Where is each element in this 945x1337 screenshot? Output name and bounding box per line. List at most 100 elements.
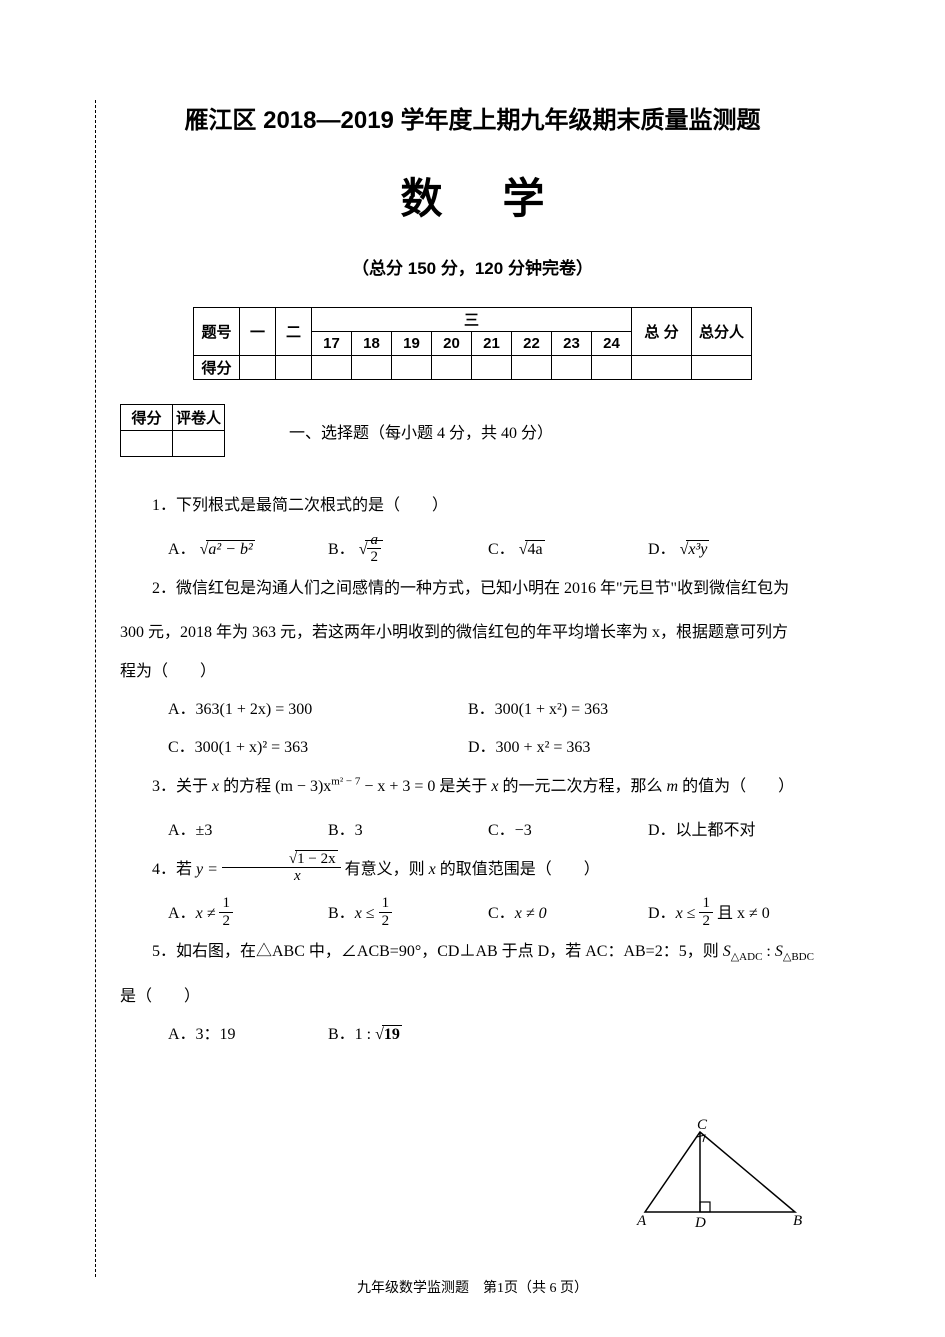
var-s: S (723, 943, 731, 960)
opt-label: B．1 : (328, 1026, 371, 1043)
math-den: 2 (699, 913, 713, 930)
text: 的一元二次方程，那么 (499, 778, 667, 795)
q5-stem-l2: 是（ ） (120, 978, 825, 1016)
score-cell (692, 356, 752, 380)
text: 是关于 (435, 778, 491, 795)
opt-label: C． (488, 541, 515, 558)
section-header-row: 得分 评卷人 一、选择题（每小题 4 分，共 40 分） (120, 404, 825, 457)
text: 的值为（ ） (678, 778, 794, 795)
subcol: 22 (512, 332, 552, 356)
math-expr: y = (196, 861, 218, 878)
score-cell (276, 356, 312, 380)
q4-options: A．x ≠ 12 B．x ≤ 12 C．x ≠ 0 D．x ≤ 12 且 x ≠… (168, 895, 825, 933)
fig-label-d: D (694, 1215, 706, 1231)
q2-opt-a: A．363(1 + 2x) = 300 (168, 691, 468, 729)
text: 4．若 (152, 861, 196, 878)
score-cell (592, 356, 632, 380)
grader-cell (173, 431, 225, 457)
text: 的取值范围是（ ） (436, 861, 600, 878)
score-cell (472, 356, 512, 380)
q3-opt-a: A．±3 (168, 812, 328, 850)
q5-opt-b: B．1 : √19 (328, 1016, 488, 1054)
q1-opt-d: D． √x³y (648, 531, 808, 569)
math-num: 1 (379, 895, 393, 913)
var-x: x (491, 778, 498, 795)
score-cell (352, 356, 392, 380)
opt-label: A． (168, 541, 196, 558)
subcol: 20 (432, 332, 472, 356)
opt-label: B． (328, 905, 355, 922)
math-expr: x ≠ (196, 905, 216, 922)
opt-label: B． (328, 541, 355, 558)
grader-score-label: 得分 (121, 405, 173, 431)
math-num: 1 (219, 895, 233, 913)
fig-label-a: A (636, 1213, 647, 1229)
subcol: 18 (352, 332, 392, 356)
q2-stem-l3: 程为（ ） (120, 653, 825, 691)
fig-label-c: C (697, 1117, 708, 1133)
math-expr: 4a (527, 541, 542, 558)
q1-options: A． √a² − b² B． √a2 C． √4a D． √x³y (168, 531, 825, 569)
q3-opt-d: D．以上都不对 (648, 812, 808, 850)
grader-cell (121, 431, 173, 457)
var-m: m (667, 778, 679, 795)
score-cell (392, 356, 432, 380)
page-footer: 九年级数学监测题 第1页（共 6 页） (0, 1277, 945, 1297)
q3-opt-b: B．3 (328, 812, 488, 850)
label-score: 得分 (194, 356, 240, 380)
math-expr: x ≤ (355, 905, 375, 922)
q1-stem: 1．下列根式是最简二次根式的是（ ） (120, 487, 825, 525)
triangle-figure: A B C D (625, 1117, 815, 1237)
subject-title: 数学 (120, 165, 825, 226)
math-num: a (367, 532, 381, 550)
var-x: x (429, 861, 436, 878)
q4-opt-a: A．x ≠ 12 (168, 895, 328, 933)
score-cell (512, 356, 552, 380)
math-num: 1 (699, 895, 713, 913)
q4-opt-d: D．x ≤ 12 且 x ≠ 0 (648, 895, 808, 933)
math-den: 2 (219, 913, 233, 930)
col-two: 二 (276, 308, 312, 356)
q3-opt-c: C．−3 (488, 812, 648, 850)
q2-stem-l1: 2．微信红包是沟通人们之间感情的一种方式，已知小明在 2016 年"元旦节"收到… (120, 570, 825, 608)
score-cell (432, 356, 472, 380)
q2-stem-l2: 300 元，2018 年为 363 元，若这两年小明收到的微信红包的年平均增长率… (120, 614, 825, 652)
q5-opt-a: A．3：19 (168, 1016, 328, 1054)
math-den: 2 (379, 913, 393, 930)
q4-stem: 4．若 y = √1 − 2x x 有意义，则 x 的取值范围是（ ） (120, 851, 825, 889)
text: 的方程 (219, 778, 275, 795)
math-expr: 19 (382, 1025, 402, 1043)
text: : (762, 943, 774, 960)
grader-box: 得分 评卷人 (120, 404, 225, 457)
col-grader: 总分人 (692, 308, 752, 356)
q1-opt-c: C． √4a (488, 531, 648, 569)
q4-opt-c: C．x ≠ 0 (488, 895, 648, 933)
q2-opt-b: B．300(1 + x²) = 363 (468, 691, 768, 729)
questions-block: 1．下列根式是最简二次根式的是（ ） A． √a² − b² B． √a2 C．… (120, 487, 825, 1054)
math-expr: 且 x ≠ 0 (717, 905, 770, 922)
opt-label: D． (648, 541, 676, 558)
score-cell (240, 356, 276, 380)
math-expr: x ≤ (676, 905, 696, 922)
math-sup: m² − 7 (331, 775, 360, 787)
math-expr: a² − b² (208, 541, 252, 558)
math-expr: (m − 3)x (275, 778, 331, 795)
subcol: 17 (312, 332, 352, 356)
q5-stem-l1: 5．如右图，在△ABC 中，∠ACB=90°，CD⊥AB 于点 D，若 AC：A… (120, 933, 825, 971)
opt-label: C． (488, 905, 515, 922)
math-expr: x ≠ 0 (515, 905, 547, 922)
score-table: 题号 一 二 三 总 分 总分人 17 18 19 20 21 22 23 24… (193, 307, 752, 380)
q2-opt-d: D．300 + x² = 363 (468, 729, 768, 767)
var-s: S (775, 943, 783, 960)
q2-options-2: C．300(1 + x)² = 363 D．300 + x² = 363 (168, 729, 825, 767)
opt-label: A． (168, 905, 196, 922)
math-expr: − x + 3 = 0 (360, 778, 435, 795)
opt-label: D． (648, 905, 676, 922)
math-den: 2 (367, 549, 381, 566)
math-sub: △ADC (731, 951, 763, 963)
exam-page: 雁江区 2018—2019 学年度上期九年级期末质量监测题 数学 （总分 150… (0, 0, 945, 1337)
grader-person-label: 评卷人 (173, 405, 225, 431)
q5-options: A．3：19 B．1 : √19 (168, 1016, 825, 1054)
subcol: 21 (472, 332, 512, 356)
label-question-no: 题号 (194, 308, 240, 356)
